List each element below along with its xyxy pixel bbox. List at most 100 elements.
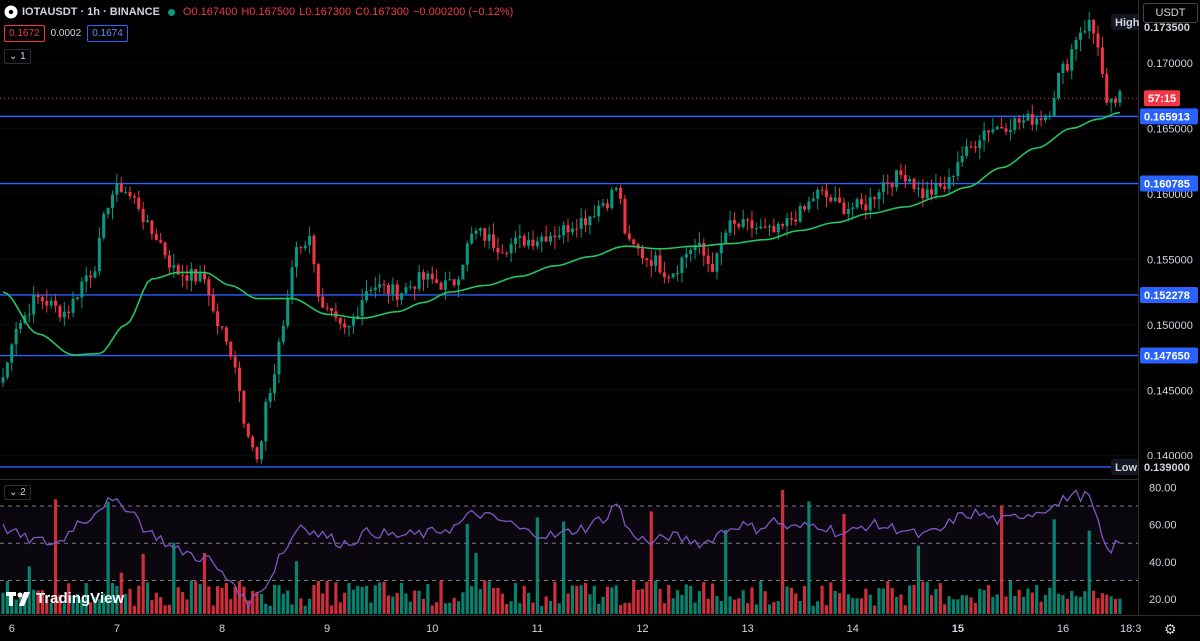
candle-body: [58, 305, 62, 318]
candle-body: [255, 447, 259, 460]
volume-bar: [759, 580, 763, 614]
candle-body: [40, 297, 44, 301]
candle-body: [789, 218, 793, 220]
candle-body: [724, 232, 728, 244]
time-tick-label: 10: [426, 623, 438, 635]
candle-body: [895, 170, 899, 188]
volume-bar: [391, 596, 395, 614]
indicator-pane-collapse-button[interactable]: ⌄ 2: [4, 485, 31, 500]
volume-bar: [180, 592, 185, 614]
volume-bar: [566, 593, 570, 614]
candle-body: [846, 208, 850, 214]
volume-bar: [991, 596, 995, 614]
price-pane-collapse-button[interactable]: ⌄ 1: [4, 49, 31, 64]
candle-body: [557, 235, 561, 238]
candle-body: [1074, 39, 1078, 50]
volume-bar: [321, 593, 325, 614]
volume-bar: [1000, 505, 1004, 614]
close-value: C0.167300: [355, 6, 409, 18]
candle-body: [351, 318, 355, 326]
volume-bar: [509, 601, 513, 614]
brand-label: TradingView: [36, 590, 125, 607]
candle-body: [1035, 118, 1039, 125]
level-price-label: 0.152278: [1144, 290, 1190, 302]
volume-bar: [767, 604, 772, 614]
candle-body: [378, 284, 382, 288]
volume-bar: [1030, 592, 1034, 614]
candle-body: [216, 311, 220, 327]
volume-bar: [535, 517, 539, 614]
candle-body: [754, 228, 758, 230]
candle-body: [49, 300, 53, 306]
candle-body: [10, 344, 14, 363]
candle-body: [553, 235, 557, 238]
low-marker-label: Low: [1115, 462, 1137, 474]
currency-label: USDT: [1155, 7, 1186, 19]
volume-bar: [71, 596, 75, 614]
volume-bar: [636, 589, 640, 614]
candle-body: [916, 188, 920, 190]
candle-body: [391, 284, 395, 295]
volume-bar: [58, 594, 62, 614]
volume-bar: [557, 603, 561, 614]
candle-body: [1043, 116, 1047, 121]
candle-body: [921, 188, 925, 199]
volume-bar: [1, 592, 5, 614]
candle-body: [54, 300, 58, 306]
sell-price-button[interactable]: 0.1672: [4, 25, 45, 42]
candle-body: [1048, 115, 1052, 117]
candle-body: [877, 192, 881, 200]
candle-body: [676, 272, 680, 274]
volume-bar: [399, 582, 404, 614]
volume-bar: [277, 585, 281, 614]
volume-bar: [286, 590, 290, 614]
symbol-label[interactable]: IOTAUSDT · 1h · BINANCE: [22, 6, 160, 18]
volume-bar: [741, 590, 745, 614]
candle-body: [579, 218, 583, 229]
volume-bar: [312, 584, 316, 614]
volume-bar: [820, 585, 824, 614]
volume-bar: [553, 581, 557, 614]
candle-body: [649, 260, 653, 266]
candle-body: [1100, 47, 1104, 74]
volume-bar: [706, 598, 710, 614]
volume-bar: [294, 561, 299, 614]
candle-body: [413, 286, 417, 289]
currency-selector[interactable]: USDT: [1143, 3, 1198, 23]
settings-gear-icon[interactable]: ⚙: [1164, 621, 1177, 637]
candle-body: [111, 194, 114, 208]
volume-bar: [583, 582, 588, 614]
candle-body: [912, 178, 916, 189]
candle-body: [588, 216, 592, 226]
volume-bar: [290, 604, 294, 614]
volume-bar: [925, 581, 929, 614]
volume-bar: [430, 605, 434, 614]
volume-bar: [1105, 594, 1109, 614]
candle-body: [859, 199, 863, 205]
indicator-tick-label: 60.00: [1149, 520, 1177, 532]
candle-body: [741, 219, 745, 228]
candle-body: [150, 220, 154, 234]
candle-body: [268, 393, 272, 402]
volume-bar: [202, 553, 207, 614]
volume-bar: [640, 588, 645, 614]
price-tick-label: 0.155000: [1147, 254, 1193, 266]
volume-bar: [360, 587, 364, 614]
candle-body: [1052, 98, 1056, 116]
volume-bar: [325, 580, 329, 614]
buy-price-button[interactable]: 0.1674: [87, 25, 128, 42]
volume-bar: [478, 589, 483, 614]
volume-bar: [1056, 593, 1061, 614]
candle-body: [973, 146, 977, 148]
candle-body: [119, 183, 123, 193]
candle-body: [851, 207, 855, 209]
candle-body: [838, 197, 842, 203]
tradingview-logo: TradingView: [6, 590, 124, 607]
candle-body: [794, 219, 798, 222]
volume-bar: [570, 585, 574, 614]
volume-bar: [378, 582, 382, 614]
candle-body: [404, 287, 408, 294]
volume-bar: [1100, 593, 1104, 614]
tradingview-logo-icon: [6, 591, 30, 606]
